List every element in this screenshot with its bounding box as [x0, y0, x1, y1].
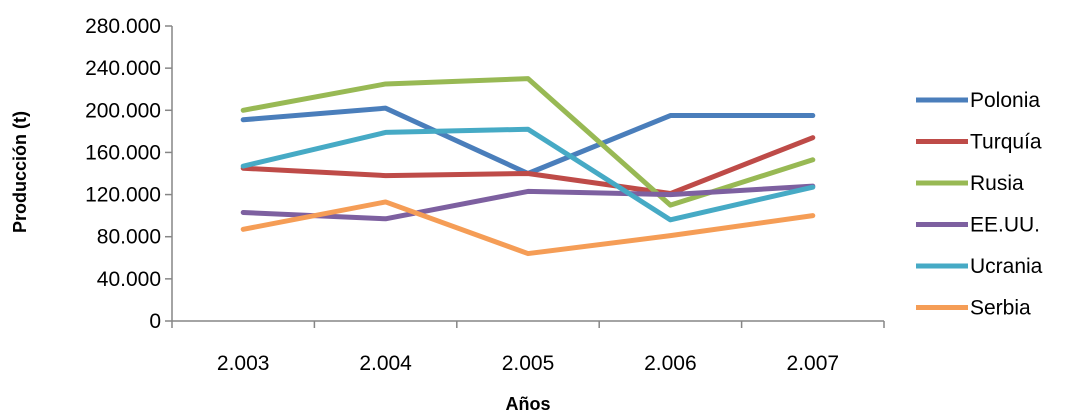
y-tick-label: 40.000 [97, 268, 161, 291]
x-axis: 2.003 2.004 2.005 2.006 2.007 [171, 320, 885, 375]
series-line-rusia [240, 76, 816, 208]
x-tick-label: 2.004 [359, 352, 412, 375]
y-axis-title: Producción (t) [10, 111, 30, 233]
series-line-turqu-a [240, 135, 816, 197]
y-tick-label: 120.000 [85, 184, 161, 207]
legend-item: EE.UU. [916, 214, 1040, 237]
legend-item: Serbia [916, 297, 1031, 320]
legend: Polonia Turquía Rusia EE.UU. Ucrania Serbia [916, 89, 1043, 320]
legend-item: Turquía [916, 131, 1042, 154]
series-line-ucrania [240, 126, 816, 223]
series-line-serbia [240, 199, 816, 257]
y-tick-label: 200.000 [85, 99, 161, 122]
legend-label: Turquía [970, 131, 1042, 154]
legend-label: EE.UU. [970, 214, 1040, 237]
series-line-polonia [240, 105, 816, 176]
legend-item: Rusia [916, 172, 1024, 195]
legend-label: Polonia [970, 89, 1040, 112]
y-tick-label: 160.000 [85, 141, 161, 164]
y-axis: 0 40.000 80.000 120.000 160.000 200.000 240.00… [85, 15, 173, 333]
legend-label: Serbia [970, 297, 1031, 320]
legend-item: Polonia [916, 89, 1040, 112]
legend-label: Rusia [970, 172, 1024, 195]
legend-label: Ucrania [970, 255, 1043, 278]
x-tick-label: 2.003 [217, 352, 270, 375]
y-tick-label: 240.000 [85, 57, 161, 80]
legend-item: Ucrania [916, 255, 1043, 278]
series-lines [240, 76, 816, 257]
x-axis-title: Años [506, 394, 551, 414]
series-line-ee-uu- [240, 183, 816, 222]
x-tick-label: 2.007 [787, 352, 840, 375]
y-tick-label: 80.000 [97, 226, 161, 249]
x-tick-label: 2.006 [644, 352, 697, 375]
x-tick-label: 2.005 [502, 352, 555, 375]
y-tick-label: 280.000 [85, 15, 161, 38]
y-tick-label: 0 [149, 310, 161, 333]
